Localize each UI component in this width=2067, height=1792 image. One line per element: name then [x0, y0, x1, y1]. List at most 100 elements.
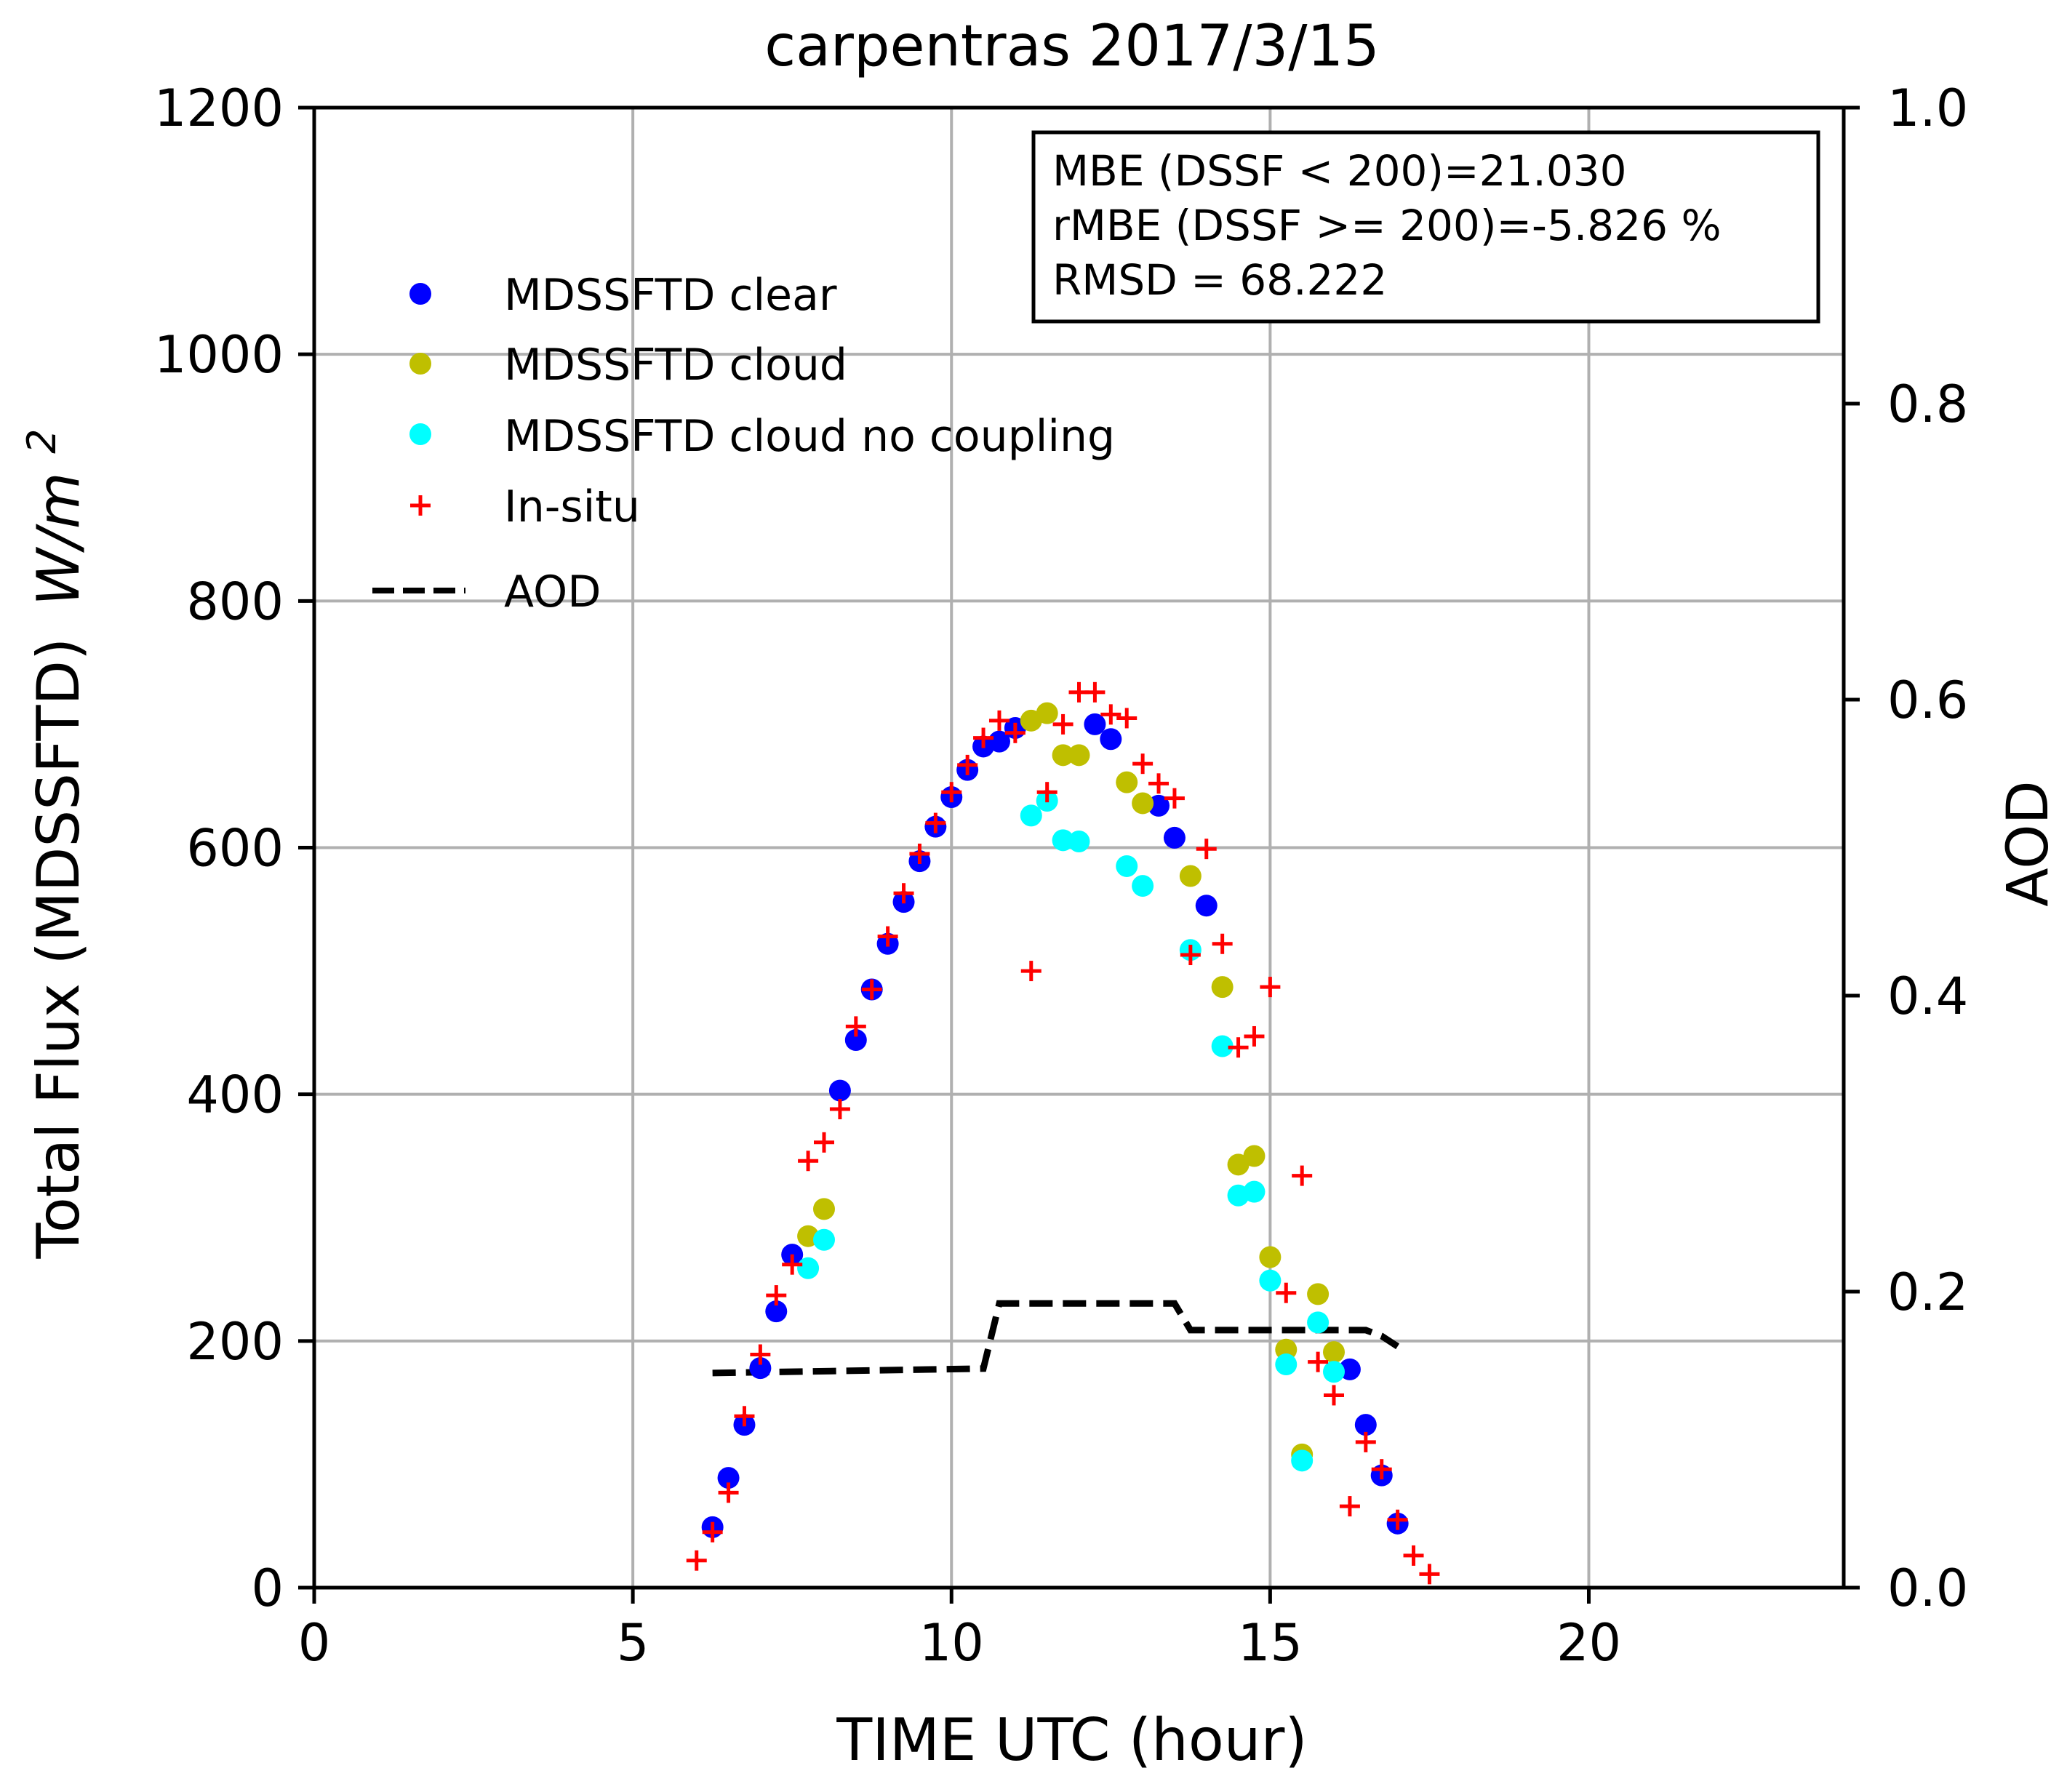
point-mdssftd-cloud-no-coupling: [797, 1257, 820, 1279]
point-mdssftd-cloud: [1132, 792, 1154, 815]
legend-marker-in-situ: [410, 495, 431, 516]
legend-marker-cloud-no-coupling: [409, 423, 431, 445]
point-in-situ: [1164, 788, 1185, 809]
point-in-situ: [861, 979, 882, 1000]
y2-tick-label: 0.4: [1887, 967, 1968, 1026]
x-tick-label: 5: [617, 1613, 649, 1673]
x-tick-label: 15: [1238, 1613, 1303, 1673]
point-in-situ: [845, 1016, 866, 1037]
y-tick-label: 1200: [154, 79, 284, 138]
point-mdssftd-cloud: [1036, 702, 1058, 724]
point-mdssftd-cloud-no-coupling: [1020, 804, 1042, 827]
point-mdssftd-clear: [749, 1357, 772, 1380]
legend-label-cloud-no-coupling: MDSSFTD cloud no coupling: [504, 411, 1115, 462]
stats-rmsd: RMSD = 68.222: [1052, 255, 1387, 305]
point-mdssftd-cloud: [1179, 865, 1202, 887]
point-in-situ: [702, 1521, 723, 1543]
point-in-situ: [798, 1151, 819, 1172]
point-in-situ: [1116, 708, 1138, 729]
point-in-situ: [973, 727, 994, 748]
y-tick-label: 600: [186, 819, 284, 879]
point-in-situ: [1180, 945, 1201, 966]
point-in-situ: [1196, 839, 1217, 860]
point-mdssftd-cloud: [1068, 744, 1090, 767]
point-mdssftd-cloud-no-coupling: [1259, 1269, 1282, 1292]
y2-tick-label: 0.0: [1887, 1559, 1968, 1618]
legend-label-cloud: MDSSFTD cloud: [504, 340, 847, 391]
points-layer: [686, 681, 1440, 1585]
y2-tick-label: 0.6: [1887, 671, 1968, 730]
aod-layer: [712, 1300, 1400, 1377]
point-in-situ: [1403, 1545, 1424, 1566]
point-in-situ: [1228, 1037, 1249, 1058]
point-in-situ: [1004, 722, 1025, 743]
stats-rmbe: rMBE (DSSF >= 200)=-5.826 %: [1052, 201, 1722, 250]
point-mdssftd-cloud: [1323, 1341, 1345, 1364]
x-axis-label: TIME UTC (hour): [836, 1706, 1307, 1774]
point-in-situ: [893, 883, 914, 904]
point-in-situ: [782, 1254, 803, 1275]
point-mdssftd-clear: [1084, 713, 1106, 735]
point-in-situ: [957, 754, 978, 775]
y2-axis-label: AOD: [1996, 780, 2061, 906]
point-mdssftd-clear: [1354, 1414, 1377, 1436]
y-axis-label-text: Total Flux (MDSSFTD): [25, 638, 92, 1260]
point-mdssftd-cloud: [1243, 1145, 1266, 1167]
stats-mbe: MBE (DSSF < 200)=21.030: [1052, 146, 1627, 196]
stats-box: MBE (DSSF < 200)=21.030 rMBE (DSSF >= 20…: [1031, 130, 1820, 324]
legend-marker-clear: [409, 283, 431, 305]
point-in-situ: [750, 1344, 771, 1365]
point-in-situ: [1324, 1385, 1344, 1406]
point-in-situ: [1052, 713, 1074, 735]
y-tick-label: 0: [251, 1559, 284, 1618]
aod-line: [712, 1300, 1400, 1377]
point-in-situ: [1100, 704, 1122, 725]
point-in-situ: [829, 1099, 850, 1120]
point-mdssftd-clear: [988, 730, 1010, 753]
legend-label-clear: MDSSFTD clear: [504, 270, 837, 321]
y-axis-label-unit: W/m: [25, 472, 92, 606]
point-in-situ: [734, 1406, 755, 1427]
point-in-situ: [718, 1482, 739, 1503]
point-mdssftd-clear: [717, 1467, 740, 1489]
chart-title: carpentras 2017/3/15: [764, 14, 1380, 79]
point-mdssftd-cloud: [813, 1198, 835, 1220]
point-mdssftd-cloud-no-coupling: [1291, 1449, 1314, 1472]
legend-marker-cloud: [409, 353, 431, 375]
point-in-situ: [1308, 1351, 1329, 1372]
point-mdssftd-clear: [1195, 895, 1218, 917]
x-tick-label: 20: [1556, 1613, 1621, 1673]
point-mdssftd-clear: [828, 1079, 851, 1102]
point-mdssftd-clear: [1100, 728, 1122, 751]
point-in-situ: [814, 1132, 834, 1153]
point-in-situ: [1419, 1564, 1440, 1585]
point-mdssftd-cloud-no-coupling: [1068, 831, 1090, 853]
x-tick-label: 10: [919, 1613, 984, 1673]
point-mdssftd-cloud-no-coupling: [813, 1228, 835, 1251]
point-in-situ: [686, 1550, 707, 1571]
point-in-situ: [925, 812, 946, 833]
y2-tick-label: 0.8: [1887, 375, 1968, 434]
point-mdssftd-cloud-no-coupling: [1052, 829, 1074, 852]
y-tick-label: 400: [186, 1065, 284, 1125]
point-in-situ: [1260, 977, 1281, 998]
point-in-situ: [1292, 1165, 1313, 1186]
ticks-layer: 0 5 10 15 200200400600800100012000.00.20.40.…: [154, 79, 1968, 1673]
point-mdssftd-clear: [844, 1029, 867, 1052]
point-in-situ: [1212, 933, 1233, 954]
point-mdssftd-cloud: [1116, 771, 1138, 793]
point-in-situ: [1036, 782, 1058, 803]
stats-box-frame: [1031, 130, 1820, 324]
point-mdssftd-cloud-no-coupling: [1307, 1311, 1330, 1334]
y-axis-label: Total Flux (MDSSFTD) W/m 2: [19, 429, 92, 1260]
legend-label-aod: AOD: [504, 567, 601, 617]
y2-tick-label: 0.2: [1887, 1263, 1968, 1322]
point-in-situ: [909, 843, 930, 864]
point-in-situ: [1276, 1282, 1297, 1303]
point-mdssftd-cloud-no-coupling: [1132, 875, 1154, 897]
y2-tick-label: 1.0: [1887, 79, 1968, 138]
y-tick-label: 1000: [154, 325, 284, 385]
point-mdssftd-cloud-no-coupling: [1275, 1353, 1298, 1376]
point-in-situ: [1387, 1509, 1408, 1530]
point-in-situ: [877, 926, 898, 947]
